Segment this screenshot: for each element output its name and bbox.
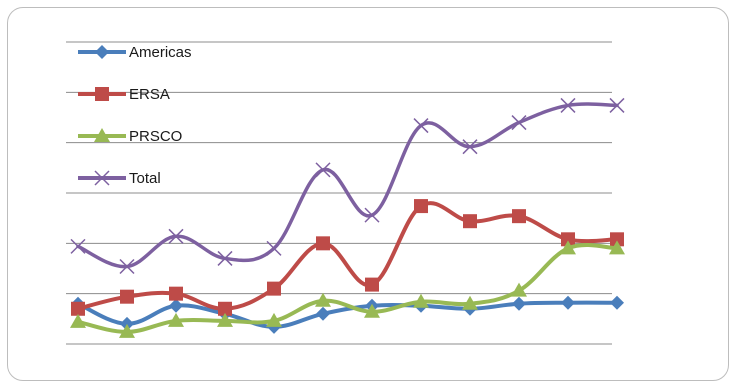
prsco-point (315, 292, 331, 307)
americas-point (316, 306, 330, 321)
total-point (168, 228, 184, 244)
ersa-point (610, 232, 624, 247)
ersa-point (561, 232, 575, 247)
series-prsco (70, 240, 625, 338)
prsco-line (76, 243, 619, 334)
ersa-point (169, 286, 183, 301)
legend-marker (94, 128, 110, 142)
legend-label: PRSCO (129, 128, 182, 145)
legend: Americas ERSA PRSCO Total (78, 44, 192, 187)
legend-marker (95, 45, 109, 59)
americas-point (512, 296, 526, 311)
ersa-point (267, 281, 281, 296)
legend-item-prsco: PRSCO (78, 128, 182, 145)
total-point (70, 238, 86, 254)
total-point (217, 250, 233, 266)
ersa-point (512, 209, 526, 224)
total-point (119, 258, 135, 275)
legend-marker (95, 87, 109, 101)
legend-label: Americas (129, 44, 192, 61)
total-point (315, 162, 331, 178)
total-point (560, 97, 576, 113)
ersa-line (76, 201, 619, 311)
americas-point (169, 298, 183, 313)
total-point (462, 139, 478, 155)
ersa-point (463, 214, 477, 229)
americas-point (610, 295, 624, 310)
series-total (70, 97, 625, 275)
americas-point (561, 295, 575, 310)
prsco-point (511, 282, 527, 297)
prsco-point (609, 240, 625, 255)
ersa-point (316, 236, 330, 251)
legend-label: Total (129, 170, 161, 187)
ersa-point (218, 301, 232, 316)
ersa-point (120, 289, 134, 304)
total-point (266, 240, 282, 256)
total-point (511, 115, 527, 131)
legend-label: ERSA (129, 86, 170, 103)
ersa-point (71, 301, 85, 316)
legend-marker (94, 170, 110, 186)
legend-item-americas: Americas (78, 44, 192, 61)
prsco-point (462, 295, 478, 310)
legend-item-ersa: ERSA (78, 86, 170, 103)
prsco-point (119, 323, 135, 338)
series-layer (70, 97, 625, 338)
total-point (413, 118, 429, 134)
prsco-point (266, 312, 282, 327)
prsco-point (168, 312, 184, 327)
prsco-point (413, 293, 429, 308)
total-point (609, 97, 625, 113)
total-point (364, 207, 380, 223)
prsco-point (217, 312, 233, 327)
ersa-point (365, 277, 379, 292)
prsco-point (70, 313, 86, 328)
prsco-point (364, 303, 380, 318)
series-ersa (71, 199, 624, 316)
ersa-point (414, 199, 428, 214)
americas-point (120, 316, 134, 331)
prsco-point (560, 240, 576, 255)
legend-item-total: Total (78, 170, 161, 187)
